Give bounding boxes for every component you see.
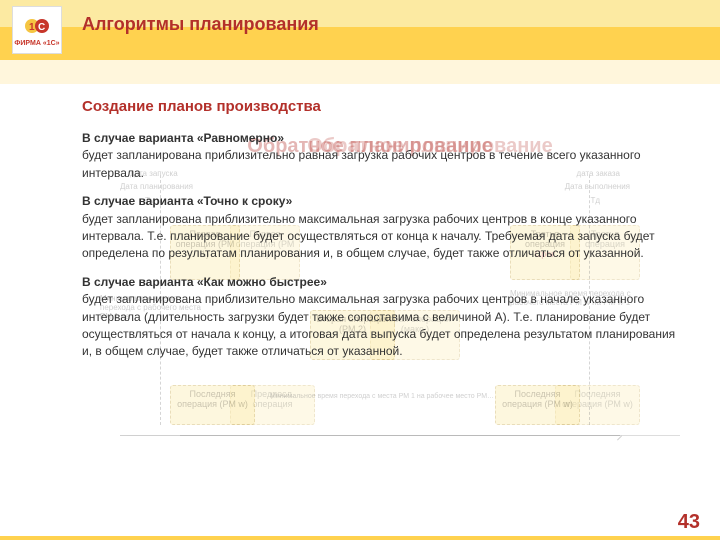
para-1-label: В случае варианта «Равномерно» <box>82 131 284 145</box>
ghost2-box-5: Последняя операция (РМ w) <box>555 385 640 425</box>
page-number: 43 <box>678 511 700 534</box>
para-2-label: В случае варианта «Точно к сроку» <box>82 194 292 208</box>
page-title: Алгоритмы планирования <box>82 14 319 35</box>
para-3: В случае варианта «Как можно быстрее» бу… <box>82 274 688 361</box>
ghost2-axis <box>180 435 680 436</box>
footer-band <box>0 536 720 540</box>
para-1: В случае варианта «Равномерно» будет зап… <box>82 130 688 182</box>
para-2: В случае варианта «Точно к сроку» будет … <box>82 193 688 263</box>
para-2-body: будет запланирована приблизительно макси… <box>82 212 655 261</box>
para-1-body: будет запланирована приблизительно равна… <box>82 148 641 179</box>
logo-1c: 1 C ФИРМА «1С» <box>12 6 62 54</box>
para-3-body: будет запланирована приблизительно макси… <box>82 292 675 358</box>
ghost2-box-4: Предпосл. операция <box>230 385 315 425</box>
page-subtitle: Создание планов производства <box>82 98 321 115</box>
para-3-label: В случае варианта «Как можно быстрее» <box>82 275 327 289</box>
ghost-axis-h <box>120 435 620 436</box>
logo-1c-icon: 1 C <box>24 14 50 38</box>
svg-text:1: 1 <box>29 22 35 33</box>
ghost-box-last-left: Последняя операция (РМ w) <box>170 385 255 425</box>
ghost-box-last-right: Последняя операция (РМ w) <box>495 385 580 425</box>
sub-band <box>0 60 720 84</box>
content-body: В случае варианта «Равномерно» будет зап… <box>82 130 688 372</box>
ghost-label-min2: Минимальное время перехода с места РМ 1 … <box>270 393 500 401</box>
logo-text: ФИРМА «1С» <box>14 40 59 47</box>
svg-text:C: C <box>38 22 45 33</box>
ghost-axis-arrow1 <box>617 436 622 441</box>
